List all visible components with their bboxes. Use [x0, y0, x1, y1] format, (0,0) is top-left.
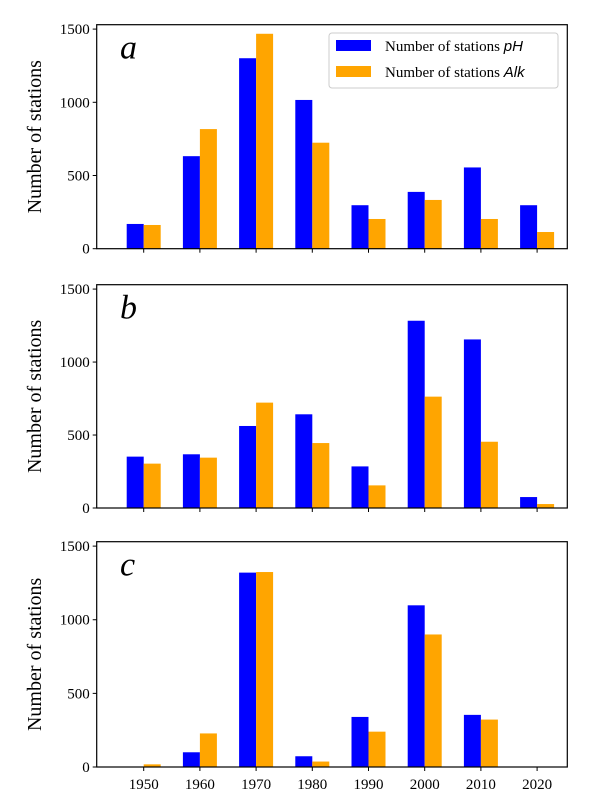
panel-label: c [120, 547, 135, 584]
panel-c: 0 500 1000 1500 1950 1960 1970 1980 1990 2000 2010… [24, 539, 568, 793]
bar-ph-2020 [520, 205, 538, 249]
y-tick-label: 1500 [60, 22, 90, 38]
bar-ph-1960 [182, 156, 200, 249]
y-tick-label: 1000 [60, 355, 90, 371]
bar-ph-1970 [239, 58, 257, 249]
bar-alk-1970 [256, 572, 274, 767]
y-tick-label: 1500 [60, 282, 90, 298]
x-tick-label: 1950 [129, 777, 159, 793]
x-tick-label: 1980 [297, 777, 327, 793]
bar-alk-1960 [199, 457, 217, 508]
legend-box [328, 32, 559, 89]
bar-ph-1950 [126, 223, 144, 249]
bar-alk-2000 [424, 396, 442, 508]
bar-alk-1990 [368, 731, 386, 767]
x-tick-label: 2010 [466, 777, 496, 793]
bar-ph-2000 [407, 320, 425, 508]
bar-ph-1970 [239, 425, 257, 508]
plot-frame [96, 541, 568, 768]
x-tick-label: 1990 [354, 777, 384, 793]
y-tick-label: 500 [67, 686, 90, 702]
x-tick-label: 2020 [522, 777, 552, 793]
legend-entry-variable: pH [503, 38, 523, 55]
bar-alk-2020 [537, 232, 555, 249]
bar-ph-2000 [407, 191, 425, 249]
legend-entry-variable: Alk [503, 64, 526, 81]
y-axis-label: Number of stations [24, 60, 46, 214]
plot-frame [96, 24, 568, 250]
bar-alk-2010 [480, 218, 498, 249]
bar-alk-2010 [480, 719, 498, 767]
bar-ph-1990 [351, 716, 369, 767]
legend-entry-ph: Number of stations pH [385, 38, 523, 55]
legend-swatch-ph [336, 40, 371, 51]
bar-ph-1990 [351, 205, 369, 249]
bar-alk-1990 [368, 485, 386, 508]
bar-alk-1980 [312, 761, 330, 767]
bar-alk-2000 [424, 634, 442, 767]
bar-alk-1990 [368, 218, 386, 249]
panel-label: a [120, 30, 137, 67]
y-axis-label: Number of stations [24, 577, 46, 731]
bar-ph-1980 [295, 414, 313, 508]
bar-ph-1990 [351, 466, 369, 508]
x-tick-label: 1960 [185, 777, 215, 793]
legend-entry-alk: Number of stations Alk [385, 64, 526, 81]
bar-ph-1970 [239, 572, 257, 767]
x-tick-label: 2000 [410, 777, 440, 793]
y-tick-label: 500 [67, 168, 90, 184]
bar-ph-2000 [407, 605, 425, 767]
plot-frame [96, 284, 568, 509]
bar-ph-1960 [182, 454, 200, 508]
panel-label: b [120, 290, 137, 327]
bar-alk-1980 [312, 443, 330, 508]
panel-b: 0 500 1000 1500 Number of stations b [24, 282, 568, 517]
bar-alk-1950 [143, 764, 161, 767]
legend-swatch-alk [336, 66, 371, 77]
y-axis-label: Number of stations [24, 319, 46, 473]
bar-alk-1970 [256, 402, 274, 508]
bar-ph-2010 [463, 714, 481, 767]
bar-ph-2020 [520, 497, 538, 508]
y-tick-label: 1000 [60, 95, 90, 111]
y-tick-label: 1500 [60, 539, 90, 555]
bar-ph-1980 [295, 756, 313, 767]
bar-alk-1950 [143, 463, 161, 508]
bar-alk-2010 [480, 441, 498, 508]
bar-ph-2010 [463, 167, 481, 249]
panel-a: 0 500 1000 1500 Number of stations a Number of… [24, 22, 568, 258]
legend-entry-text: Number of stations [385, 65, 504, 81]
bar-alk-1970 [256, 33, 274, 249]
y-tick-label: 0 [82, 760, 90, 776]
bar-alk-1960 [199, 733, 217, 767]
y-tick-label: 500 [67, 428, 90, 444]
bar-alk-2000 [424, 199, 442, 249]
bar-alk-1960 [199, 129, 217, 249]
bar-ph-1950 [126, 456, 144, 508]
x-tick-label: 1970 [241, 777, 271, 793]
y-tick-label: 1000 [60, 613, 90, 629]
bar-ph-1980 [295, 99, 313, 249]
bar-ph-2010 [463, 339, 481, 508]
y-tick-label: 0 [82, 501, 90, 517]
y-tick-label: 0 [82, 242, 90, 258]
legend-entry-text: Number of stations [385, 39, 504, 55]
bar-ph-1960 [182, 752, 200, 767]
bar-alk-1950 [143, 224, 161, 249]
bar-alk-1980 [312, 142, 330, 249]
bar-alk-2020 [537, 504, 555, 508]
